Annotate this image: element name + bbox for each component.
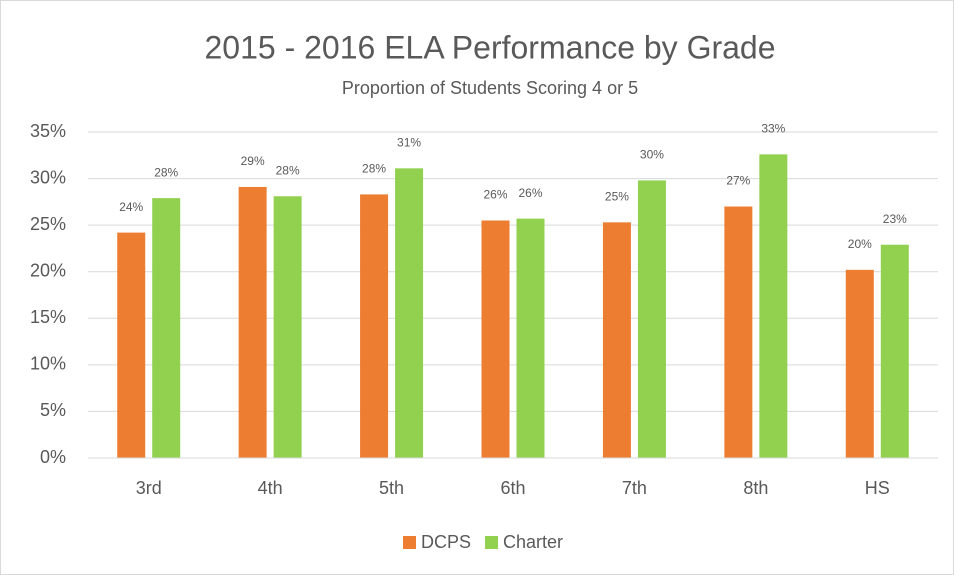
bar xyxy=(152,198,181,459)
bar xyxy=(360,194,389,459)
y-tick-label: 25% xyxy=(30,214,66,234)
value-label: 27% xyxy=(726,174,750,188)
bar xyxy=(238,186,267,458)
legend-swatch xyxy=(485,536,499,549)
value-label: 20% xyxy=(848,237,872,251)
legend-swatch xyxy=(403,536,416,549)
legend-label: Charter xyxy=(503,532,563,552)
chart-subtitle: Proportion of Students Scoring 4 or 5 xyxy=(342,78,638,98)
y-tick-label: 0% xyxy=(40,447,66,467)
y-tick-label: 15% xyxy=(30,307,66,327)
bar xyxy=(724,206,753,458)
value-label: 29% xyxy=(241,154,265,168)
bar xyxy=(117,232,146,458)
bar xyxy=(845,269,874,458)
bar xyxy=(880,244,909,458)
value-label: 28% xyxy=(154,165,178,179)
value-label: 23% xyxy=(883,212,907,226)
chart-title: 2015 - 2016 ELA Performance by Grade xyxy=(204,29,775,65)
value-label: 30% xyxy=(640,148,664,162)
x-tick-label: 5th xyxy=(379,478,404,498)
bar xyxy=(395,168,424,458)
x-tick-label: 4th xyxy=(258,478,283,498)
bar xyxy=(516,218,545,458)
value-label: 25% xyxy=(605,190,629,204)
legend-label: DCPS xyxy=(421,532,471,552)
bar xyxy=(273,196,302,459)
x-tick-label: HS xyxy=(865,478,890,498)
value-label: 31% xyxy=(397,135,421,149)
value-label: 28% xyxy=(276,163,300,177)
y-tick-label: 10% xyxy=(30,354,66,374)
bar xyxy=(481,220,510,458)
value-label: 28% xyxy=(362,162,386,176)
value-label: 26% xyxy=(518,186,542,200)
y-tick-label: 5% xyxy=(40,400,66,420)
bar xyxy=(759,154,788,458)
y-tick-label: 35% xyxy=(30,121,66,141)
x-tick-label: 8th xyxy=(743,478,768,498)
y-tick-label: 20% xyxy=(30,260,66,280)
y-tick-label: 30% xyxy=(30,167,66,187)
bar xyxy=(602,222,631,458)
bar xyxy=(637,180,666,459)
value-label: 24% xyxy=(119,200,143,214)
x-tick-label: 6th xyxy=(500,478,525,498)
value-label: 33% xyxy=(761,122,785,136)
x-tick-label: 7th xyxy=(622,478,647,498)
value-label: 26% xyxy=(483,188,507,202)
x-tick-label: 3rd xyxy=(136,478,162,498)
